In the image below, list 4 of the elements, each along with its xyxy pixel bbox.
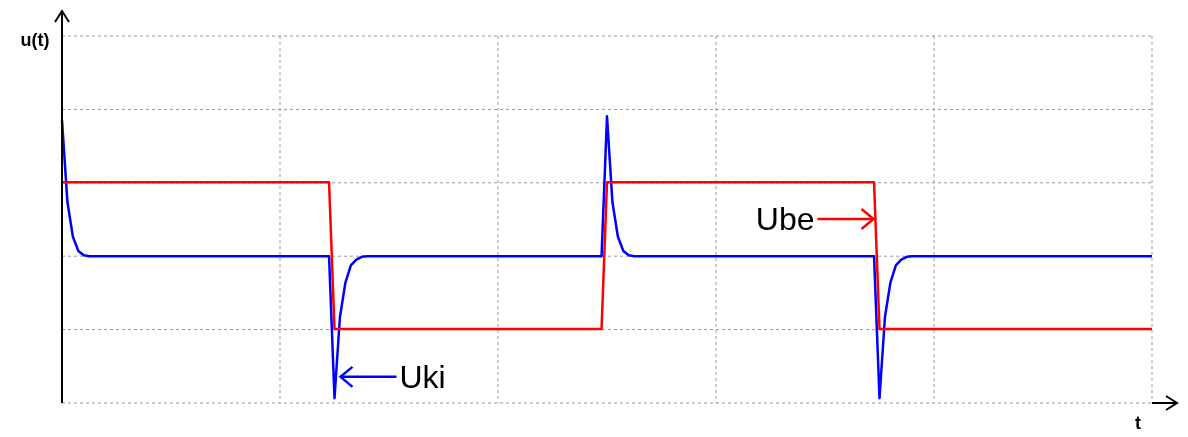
y-axis-title: u(t) <box>20 30 50 50</box>
x-axis-title: t <box>1135 413 1141 433</box>
legend-label: Uki <box>399 358 446 395</box>
series-label: Ube <box>755 200 815 237</box>
